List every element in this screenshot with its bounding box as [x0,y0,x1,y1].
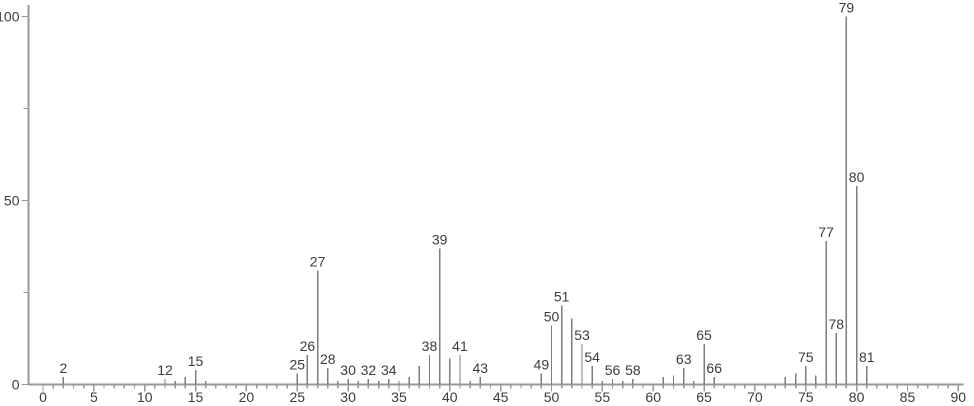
x-axis-tick-label: 65 [696,389,712,405]
x-axis-tick-label: 0 [39,389,47,405]
peak-label-mz-43: 43 [473,360,489,376]
peak-label-mz-80: 80 [849,169,865,185]
peak-label-mz-79: 79 [839,0,855,16]
peak-label-mz-53: 53 [574,327,590,343]
x-axis-tick-label: 35 [391,389,407,405]
y-axis-tick-label: 100 [0,9,20,25]
peak-label-mz-32: 32 [361,362,377,378]
peak-label-mz-50: 50 [544,309,560,325]
x-axis-tick-label: 50 [544,389,560,405]
x-axis-tick-label: 25 [289,389,305,405]
peak-label-mz-49: 49 [534,356,550,372]
peak-label-mz-56: 56 [605,362,621,378]
x-axis-tick-label: 30 [340,389,356,405]
x-axis-tick-label: 80 [849,389,865,405]
y-axis-tick-label: 0 [12,377,20,393]
peak-label-mz-78: 78 [828,316,844,332]
x-axis-tick-label: 15 [188,389,204,405]
x-axis-tick-label: 70 [747,389,763,405]
x-axis-tick-label: 90 [951,389,967,405]
x-axis-tick-label: 75 [798,389,814,405]
peak-label-mz-25: 25 [289,356,305,372]
x-axis-tick-label: 20 [239,389,255,405]
peak-label-mz-2: 2 [59,360,67,376]
peak-label-mz-81: 81 [859,349,875,365]
x-axis-tick-label: 5 [90,389,98,405]
peak-label-mz-15: 15 [188,353,204,369]
peak-label-mz-28: 28 [320,351,336,367]
peak-label-mz-75: 75 [798,349,814,365]
peak-label-mz-30: 30 [340,362,356,378]
peak-label-mz-65: 65 [696,327,712,343]
peak-label-mz-12: 12 [157,362,173,378]
peak-lines [62,16,868,385]
axes: 0 50 100 0 5 10 15 20 25 30 35 40 45 50 55 60 65 70 75 80 85… [0,5,966,405]
peak-label-mz-63: 63 [676,351,692,367]
x-axis-tick-label: 85 [900,389,916,405]
peak-label-mz-34: 34 [381,362,397,378]
peak-label-mz-39: 39 [432,231,448,247]
y-axis-tick-label: 50 [4,193,20,209]
x-axis-tick-label: 40 [442,389,458,405]
x-axis-tick-label: 60 [645,389,661,405]
peak-label-mz-66: 66 [706,360,722,376]
peak-label-mz-77: 77 [818,224,834,240]
x-axis-tick-label: 45 [493,389,509,405]
peak-label-mz-58: 58 [625,362,641,378]
peak-label-mz-41: 41 [452,338,468,354]
peak-label-mz-38: 38 [422,338,438,354]
peak-label-mz-51: 51 [554,288,570,304]
peak-label-mz-27: 27 [310,253,326,269]
peak-label-mz-54: 54 [584,349,600,365]
x-axis-tick-label: 10 [137,389,153,405]
peak-label-mz-26: 26 [300,338,316,354]
x-axis-tick-label: 55 [595,389,611,405]
